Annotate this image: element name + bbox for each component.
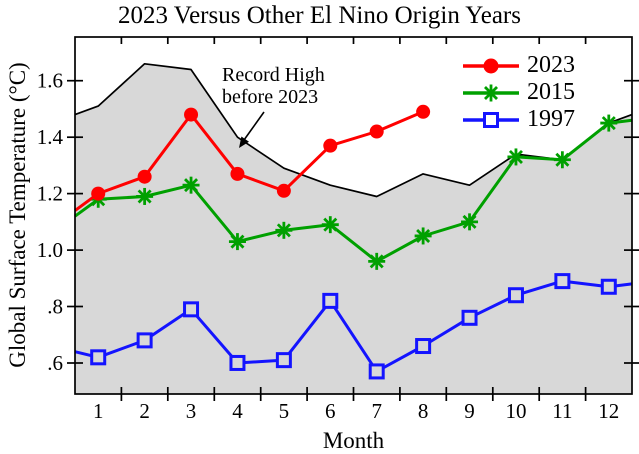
legend-item-1997: 1997 [460, 106, 575, 133]
legend-marker-circle [483, 58, 499, 73]
marker-square [275, 352, 292, 369]
marker-circle [137, 169, 152, 184]
legend-marker-square [483, 111, 499, 128]
y-tick-label: 1.4 [37, 125, 64, 149]
x-tick-label: 8 [418, 399, 429, 423]
marker-circle [323, 138, 338, 153]
legend-marker-icon [463, 84, 519, 101]
y-tick-label: .8 [47, 295, 63, 319]
annotation-arrow-shaft [243, 111, 265, 141]
marker-square [600, 278, 617, 295]
x-axis-label: Month [322, 428, 385, 453]
x-tick-label: 3 [186, 399, 197, 423]
marker-circle [416, 104, 431, 119]
marker-square [229, 354, 246, 371]
marker-square [554, 273, 571, 290]
y-tick-label: .6 [47, 351, 63, 375]
x-tick-label: 6 [325, 399, 336, 423]
marker-square [90, 349, 107, 366]
marker-asterisk [601, 116, 616, 131]
marker-square [136, 332, 153, 349]
marker-circle [184, 107, 199, 122]
annotation-arrow-head [239, 136, 249, 148]
x-tick-label: 7 [371, 399, 382, 423]
marker-square [322, 292, 339, 309]
y-tick-label: 1.6 [37, 69, 63, 93]
marker-asterisk [369, 254, 384, 269]
annotation-line-2: before 2023 [222, 86, 319, 108]
legend-marker-icon [463, 111, 519, 128]
marker-asterisk [276, 223, 291, 238]
marker-asterisk [416, 228, 431, 243]
y-tick-label: 1.0 [37, 238, 63, 262]
legend-marker-asterisk [483, 85, 499, 100]
legend-label: 2023 [527, 52, 575, 78]
y-tick-label: 1.2 [37, 182, 63, 206]
marker-circle [91, 186, 106, 201]
x-tick-label: 12 [598, 399, 619, 423]
marker-asterisk [555, 152, 570, 167]
x-tick-label: 2 [139, 399, 150, 423]
legend: 2023 2015 1997 [460, 52, 575, 133]
marker-asterisk [323, 217, 338, 232]
y-axis-label: Global Surface Temperature (°C) [5, 62, 30, 368]
x-tick-label: 11 [552, 399, 572, 423]
x-tick-label: 5 [279, 399, 290, 423]
legend-item-2015: 2015 [460, 79, 575, 106]
x-tick-label: 10 [505, 399, 526, 423]
marker-square [368, 363, 385, 380]
marker-square [461, 309, 478, 326]
marker-circle [276, 183, 291, 198]
marker-asterisk [508, 149, 523, 164]
marker-asterisk [230, 234, 245, 249]
marker-square [415, 338, 432, 355]
marker-asterisk [137, 189, 152, 204]
marker-circle [369, 124, 384, 139]
marker-square [183, 301, 200, 318]
legend-label: 1997 [527, 106, 575, 132]
x-tick-label: 9 [464, 399, 475, 423]
legend-item-2023: 2023 [460, 52, 575, 79]
marker-circle [230, 166, 245, 181]
marker-asterisk [184, 178, 199, 193]
annotation-line-1: Record High [222, 64, 325, 86]
x-tick-label: 1 [93, 399, 104, 423]
record-high-annotation: Record High before 2023 [222, 64, 325, 108]
x-tick-label: 4 [232, 399, 243, 423]
legend-marker-icon [463, 58, 519, 73]
marker-square [507, 287, 524, 304]
legend-label: 2015 [527, 79, 575, 105]
chart-title: 2023 Versus Other El Nino Origin Years [118, 2, 521, 29]
marker-asterisk [462, 214, 477, 229]
